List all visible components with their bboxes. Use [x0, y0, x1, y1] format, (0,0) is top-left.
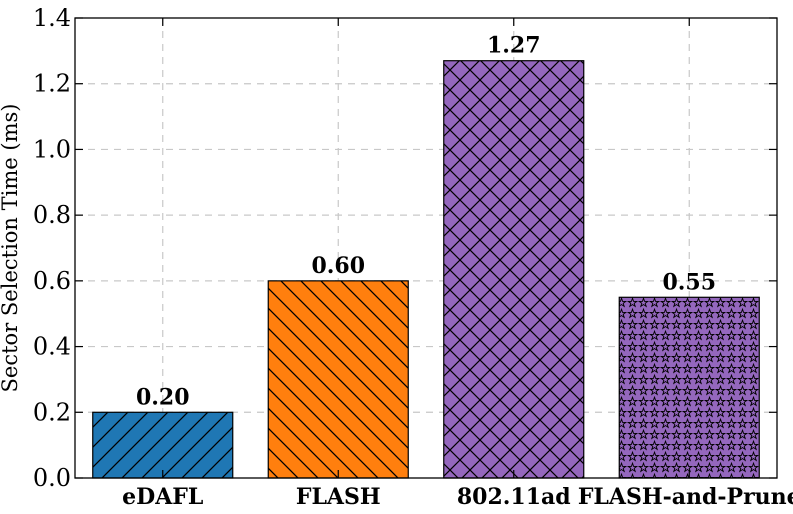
- y-axis-ticks: 0.0 0.2 0.4 0.6 0.8 1.0 1.2 1.4: [33, 4, 777, 492]
- bar-value-label: 0.20: [136, 384, 190, 410]
- y-tick-label: 0.2: [33, 398, 71, 426]
- x-tick-label: eDAFL: [122, 484, 203, 510]
- y-tick-label: 0.8: [33, 201, 71, 229]
- bars: [92, 60, 760, 479]
- x-tick-label: 802.11ad: [457, 484, 571, 510]
- y-tick-label: 0.0: [33, 464, 71, 492]
- y-tick-label: 1.2: [33, 70, 71, 98]
- bar-flash-and-prune: [618, 296, 760, 479]
- x-tick-label: FLASH-and-Prune: [578, 484, 793, 510]
- x-tick-label: FLASH: [296, 484, 381, 510]
- bar-flash: [267, 280, 409, 479]
- y-tick-label: 1.0: [33, 135, 71, 163]
- y-tick-label: 0.4: [33, 333, 71, 361]
- bar-value-label: 1.27: [487, 33, 541, 59]
- bar-value-label: 0.60: [311, 253, 365, 279]
- plot-frame: [74, 17, 778, 479]
- x-axis-ticks: eDAFL FLASH 802.11ad FLASH-and-Prune: [122, 18, 793, 510]
- y-tick-label: 0.6: [33, 267, 71, 295]
- bar-value-label: 0.55: [662, 269, 716, 295]
- data-labels: 0.20 0.60 1.27 0.55: [136, 33, 716, 411]
- y-tick-label: 1.4: [33, 4, 71, 32]
- bar-edafl: [92, 411, 234, 479]
- bar-802-11ad: [443, 60, 585, 479]
- y-axis-title: Sector Selection Time (ms): [0, 104, 22, 393]
